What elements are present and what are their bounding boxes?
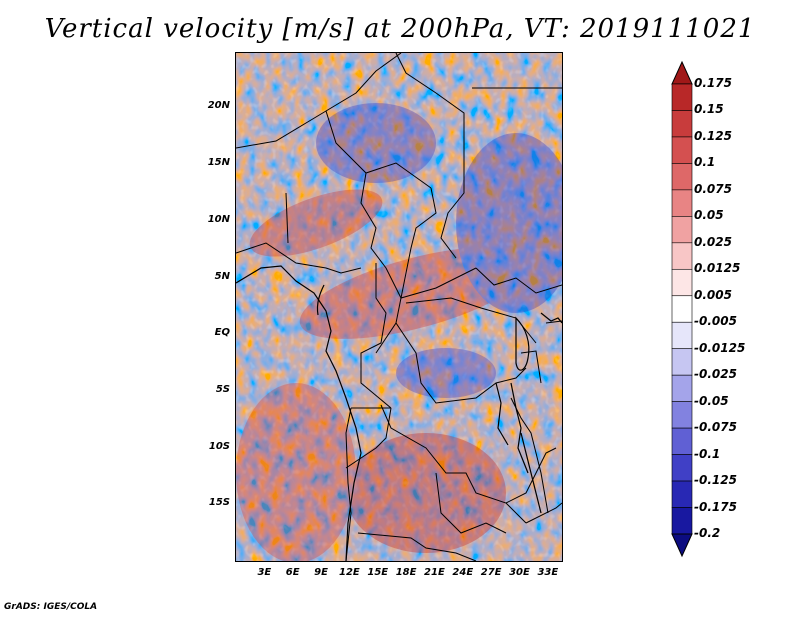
colorbar-band: [671, 216, 693, 244]
lon-tick-label: 21E: [424, 567, 445, 578]
coastline: [236, 265, 562, 561]
colorbar-level-label: -0.2: [694, 526, 721, 540]
colorbar-level-label: -0.1: [694, 446, 721, 461]
lat-tick-label: 5N: [214, 270, 230, 282]
colorbar-band: [671, 374, 693, 402]
colorbar-level-label: -0.025: [694, 367, 737, 382]
colorbar-band: [671, 110, 693, 138]
colorbar-band: [671, 83, 693, 111]
colorbar-level-label: -0.125: [694, 473, 737, 488]
regional-tints: [236, 103, 562, 561]
colorbar-level-label: -0.0125: [694, 340, 746, 355]
colorbar: [671, 60, 693, 558]
lon-tick-label: 12E: [339, 567, 360, 578]
lon-tick-label: 15E: [367, 567, 389, 578]
colorbar-level-label: 0.025: [694, 234, 732, 249]
colorbar-band: [671, 348, 693, 376]
colorbar-band: [671, 480, 693, 508]
colorbar-band: [671, 242, 693, 270]
colorbar-level-label: 0.05: [694, 208, 724, 223]
colorbar-level-label: -0.075: [694, 420, 737, 435]
colorbar-band: [671, 321, 693, 350]
colorbar-band: [671, 401, 693, 429]
lat-tick-label: EQ: [214, 327, 230, 339]
lon-tick-label: 30E: [509, 567, 530, 578]
colorbar-band: [671, 136, 693, 164]
colorbar-level-label: 0.005: [694, 287, 732, 302]
lat-tick-label: 15N: [207, 157, 230, 169]
lon-tick-label: 18E: [395, 567, 417, 578]
colorbar-level-label: -0.05: [694, 393, 729, 408]
chart-title: Vertical velocity [m/s] at 200hPa, VT: 2…: [44, 14, 756, 44]
lat-tick-label: 15S: [208, 497, 230, 509]
colorbar-min-cap: [671, 533, 693, 558]
colorbar-level-label: 0.125: [694, 128, 732, 143]
lon-tick-label: 6E: [285, 567, 300, 578]
lon-tick-label: 3E: [257, 567, 272, 578]
grads-credit: GrADS: IGES/COLA: [4, 602, 98, 612]
lat-tick-label: 10N: [207, 213, 230, 225]
lon-tick-label: 27E: [480, 567, 502, 578]
colorbar-level-label: -0.005: [694, 314, 737, 329]
colorbar-band: [671, 268, 693, 297]
colorbar-level-label: 0.0125: [694, 261, 741, 276]
colorbar-level-label: 0.15: [694, 102, 724, 117]
colorbar-level-label: 0.175: [694, 76, 732, 90]
colorbar-band: [671, 507, 693, 535]
colorbar-band: [671, 189, 693, 217]
colorbar-level-label: 0.075: [694, 181, 732, 196]
lon-tick-label: 24E: [452, 567, 474, 578]
colorbar-level-label: 0.1: [694, 155, 716, 170]
lat-tick-label: 20N: [207, 100, 230, 112]
lat-tick-label: 5S: [215, 383, 230, 395]
colorbar-band: [671, 454, 693, 482]
colorbar-band: [671, 295, 693, 323]
colorbar-band: [671, 427, 693, 455]
colorbar-level-label: -0.175: [694, 499, 737, 514]
velocity-field-map: [236, 53, 562, 561]
lat-tick-label: 10S: [208, 440, 230, 452]
map-plot-area: [235, 52, 563, 562]
lon-tick-label: 9E: [314, 567, 328, 578]
colorbar-band: [671, 163, 693, 191]
lon-tick-label: 33E: [537, 567, 559, 578]
colorbar-max-cap: [671, 60, 693, 85]
